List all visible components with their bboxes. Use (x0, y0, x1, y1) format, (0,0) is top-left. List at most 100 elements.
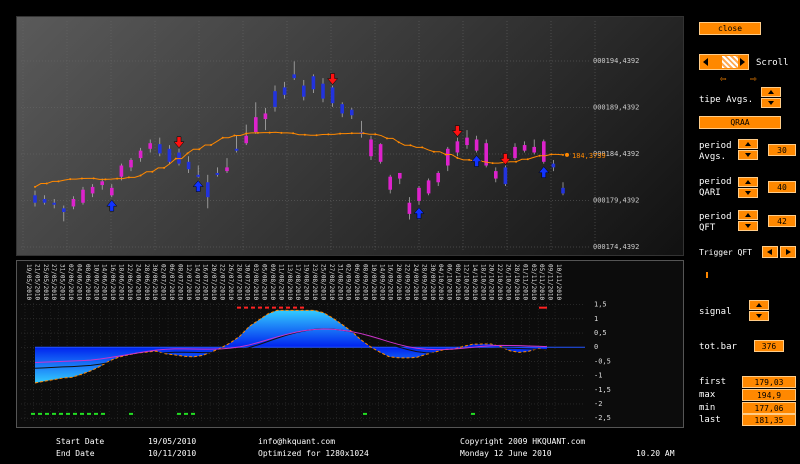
period-qft-value[interactable]: 42 (768, 215, 796, 227)
moving-average-point (303, 133, 306, 136)
stat-last-value: 181,35 (742, 414, 796, 426)
price-chart-svg: 000194,4392 000189,4392 000184,4392 000179,… (21, 21, 639, 251)
osc-y-tick-label: 0,5 (594, 329, 607, 337)
period-avgs-value[interactable]: 30 (768, 144, 796, 156)
trigger-right-button[interactable] (780, 246, 796, 258)
sell-signal-arrow-icon (173, 136, 185, 149)
moving-average-point (409, 144, 412, 147)
candle-body (234, 148, 239, 151)
date-tick-label: 11/08/2010 (277, 264, 284, 301)
candle-body (71, 199, 76, 207)
stat-first-label: first (699, 377, 727, 387)
spinner-up-icon[interactable] (738, 139, 758, 149)
scroll-left-icon[interactable] (703, 58, 708, 66)
period-avgs-spinner[interactable] (738, 139, 758, 161)
date-tick-label: 13/08/2010 (286, 264, 293, 301)
period-qft-spinner[interactable] (738, 210, 758, 232)
moving-average-point (256, 131, 259, 134)
moving-average-point (186, 152, 189, 155)
candle-body (138, 150, 143, 159)
email-link[interactable]: info@hkquant.com (258, 437, 336, 446)
date-tick-label: 30/06/2010 (151, 264, 158, 301)
spinner-down-icon[interactable] (761, 98, 781, 108)
date-tick-label: 22/10/2010 (496, 264, 503, 301)
spinner-down-icon[interactable] (738, 150, 758, 160)
date-tick-label: 03/11/2010 (530, 264, 537, 301)
candle-body (398, 172, 402, 179)
moving-average-point (468, 158, 471, 161)
spinner-down-icon[interactable] (738, 221, 758, 231)
start-date-label: Start Date (56, 437, 105, 446)
moving-average-point (456, 156, 459, 159)
date-tick-label: 31/08/2010 (336, 264, 343, 301)
scroll-bar[interactable] (699, 54, 749, 70)
scroll-right-icon[interactable] (740, 58, 745, 66)
date-tick-label: 25/08/2010 (319, 264, 326, 301)
date-tick-label: 08/07/2010 (176, 264, 183, 301)
period-qari-spinner[interactable] (738, 177, 758, 199)
signal-spinner[interactable] (749, 300, 769, 322)
buy-signal-arrow-icon (106, 199, 118, 212)
oscillator-chart: 19/05/2010 21/05/2010 25/05/2010 27/05/2010… (16, 260, 684, 428)
trigger-left-button[interactable] (762, 246, 778, 258)
date-tick-label: 02/07/2010 (160, 264, 167, 301)
signal-label: signal (699, 307, 732, 317)
y-tick-label: 000194,4392 (593, 57, 639, 65)
moving-average-point (432, 150, 435, 153)
signal-line (34, 328, 548, 369)
scroll-thumb[interactable] (722, 56, 738, 68)
moving-average-point (80, 177, 83, 180)
avg-type-value[interactable]: QRAA (699, 116, 781, 129)
candle-body (196, 174, 200, 177)
date-tick-label: 16/09/2010 (387, 264, 394, 301)
period-qari-value[interactable]: 40 (768, 181, 796, 193)
date-tick-label: 03/08/2010 (252, 264, 259, 301)
y-tick-label: 000184,4392 (593, 150, 639, 158)
close-button[interactable]: close (699, 22, 761, 35)
spinner-down-icon[interactable] (738, 188, 758, 198)
candle-body (52, 202, 56, 205)
date-tick-label: 02/09/2010 (345, 264, 352, 301)
date-tick-label: 28/09/2010 (420, 264, 427, 301)
candle-body (186, 161, 191, 170)
stat-max-label: max (699, 390, 716, 400)
spinner-up-icon[interactable] (738, 210, 758, 220)
tot-bar-value[interactable]: 376 (754, 340, 784, 352)
candle-body (561, 187, 565, 194)
copyright: Copyright 2009 HKQUANT.com (460, 437, 586, 446)
date-tick-label: 06/09/2010 (353, 264, 360, 301)
moving-average-line (34, 131, 564, 188)
moving-average-point (421, 146, 424, 149)
date-tick-label: 14/06/2010 (101, 264, 108, 301)
tot-bar-label: tot.bar (699, 342, 737, 352)
moving-average-point (116, 177, 119, 180)
spinner-down-icon[interactable] (749, 311, 769, 321)
osc-y-tick-label: -0,5 (594, 357, 611, 365)
stat-max-value: 194,9 (742, 389, 796, 401)
date-tick-label: 25/05/2010 (42, 264, 49, 301)
trigger-qft-label: Trigger QFT (699, 248, 752, 257)
candle-body (158, 144, 162, 154)
moving-average-point (268, 131, 271, 134)
spinner-up-icon[interactable] (749, 300, 769, 310)
date-tick-label: 16/07/2010 (202, 264, 209, 301)
oscillator-positive-area (35, 310, 547, 348)
candle-body (465, 137, 469, 146)
oscillator-negative-area (35, 347, 547, 383)
candle-body (369, 139, 373, 157)
date-tick-label: 05/08/2010 (261, 264, 268, 301)
tipe-avgs-label: tipe Avgs. (699, 95, 754, 105)
date-tick-label: 20/10/2010 (488, 264, 495, 301)
sell-signal-arrow-icon (499, 153, 511, 165)
period-qari-label: period QARI (699, 177, 732, 198)
spinner-up-icon[interactable] (738, 177, 758, 187)
scroll-right-arrow-icon[interactable]: ⇨ (750, 72, 757, 85)
date-tick-label: 22/09/2010 (404, 264, 411, 301)
candle-body (426, 180, 431, 194)
osc-y-tick-label: 1,5 (594, 301, 607, 309)
avg-type-spinner[interactable] (761, 87, 781, 109)
spinner-up-icon[interactable] (761, 87, 781, 97)
candle-body (330, 87, 335, 104)
scroll-left-arrow-icon[interactable]: ⇦ (720, 72, 727, 85)
candle-body (532, 146, 536, 153)
